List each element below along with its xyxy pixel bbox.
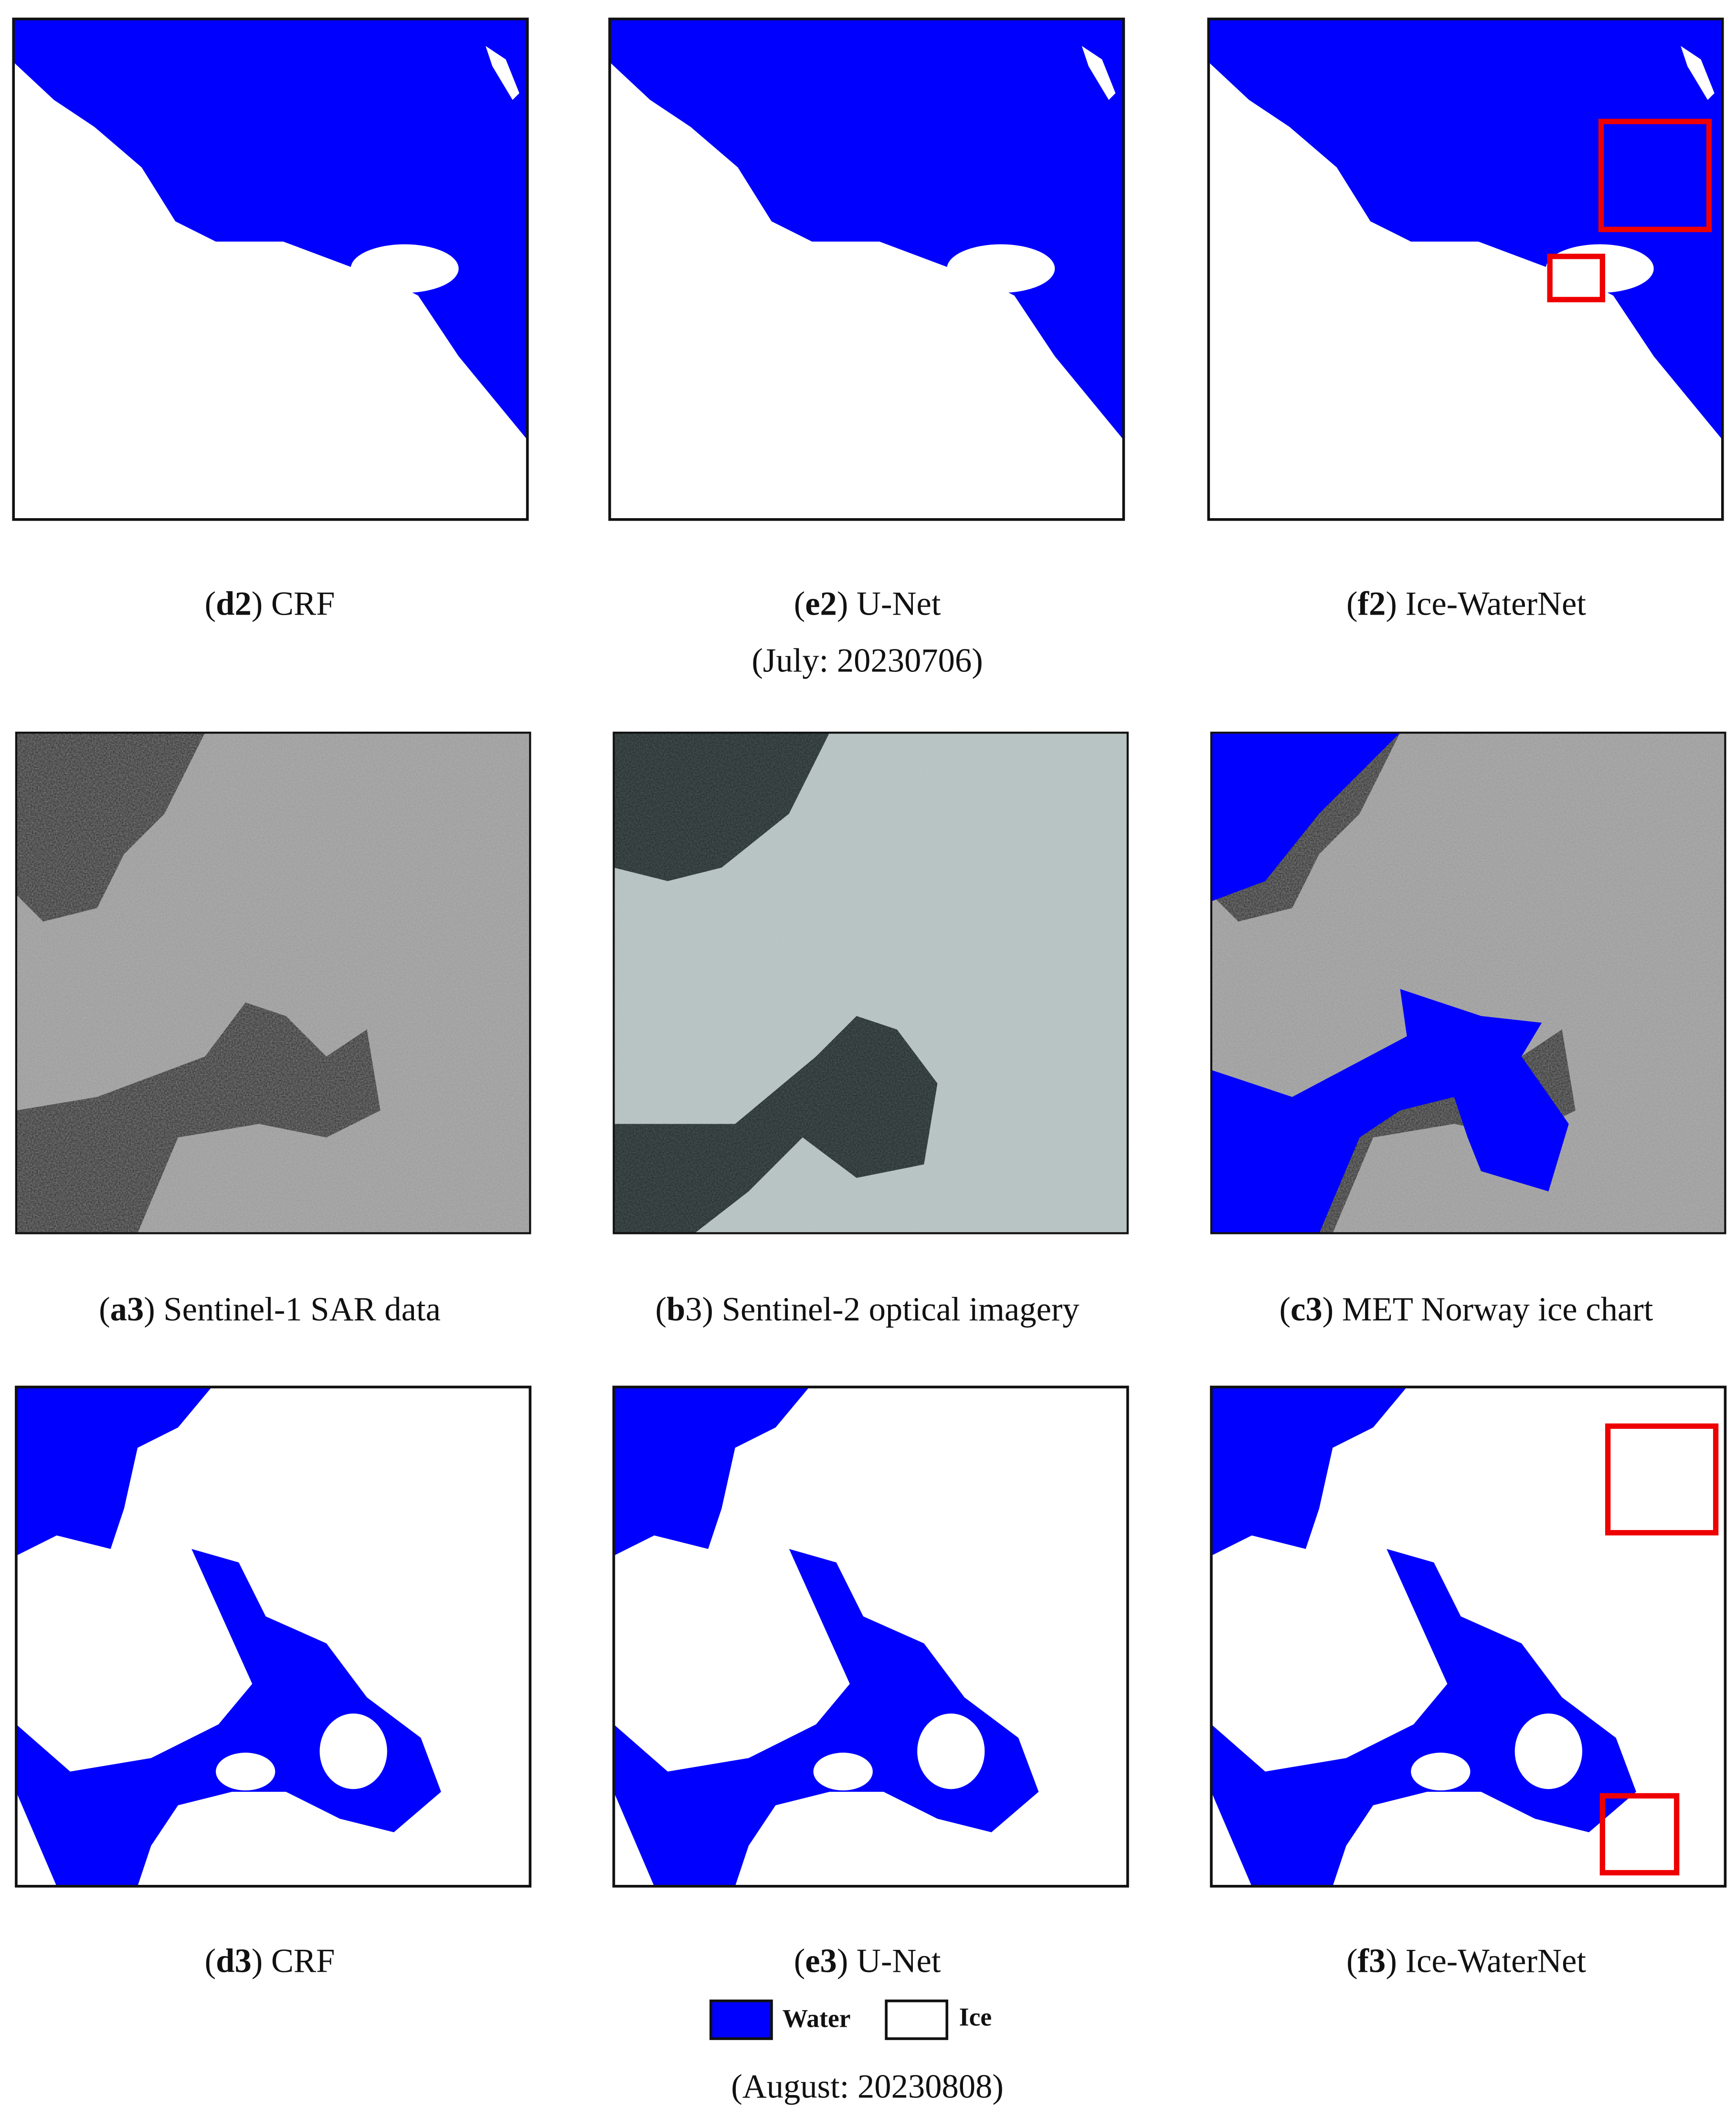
caption-part: ( <box>1279 1291 1291 1328</box>
sar-image <box>15 732 531 1234</box>
map-panel <box>608 17 1125 521</box>
group-caption: (August: 20230808) <box>731 2068 1004 2106</box>
panel-caption: (b3) Sentinel-2 optical imagery <box>655 1291 1080 1328</box>
caption-part: ) U-Net <box>837 1943 941 1980</box>
caption-part: ( <box>794 1943 805 1980</box>
caption-part: a3 <box>110 1291 144 1328</box>
map-panel <box>1210 1385 1727 1888</box>
caption-part: ) CRF <box>252 585 335 623</box>
caption-part: d2 <box>216 585 252 623</box>
caption-part: ( <box>205 585 216 623</box>
panel-caption: (d2) CRF <box>205 585 335 623</box>
caption-part: ) Ice-WaterNet <box>1386 1943 1586 1980</box>
caption-part: ( <box>655 1291 667 1328</box>
panel-caption: (c3) MET Norway ice chart <box>1279 1291 1653 1328</box>
legend-swatch-water <box>709 2000 773 2040</box>
panel-caption: (e2) U-Net <box>794 585 941 623</box>
caption-part: ) Ice-WaterNet <box>1386 585 1586 623</box>
caption-part: ) MET Norway ice chart <box>1323 1291 1653 1328</box>
caption-part: ( <box>1346 1943 1358 1980</box>
map-panel <box>15 1385 532 1888</box>
caption-part: ) CRF <box>252 1943 335 1980</box>
caption-part: c3 <box>1291 1291 1323 1328</box>
map-panel <box>12 17 529 521</box>
legend-label: Water <box>783 2004 851 2033</box>
caption-part: e3 <box>805 1943 837 1980</box>
panel-caption: (f3) Ice-WaterNet <box>1346 1943 1586 1980</box>
caption-part: f3 <box>1357 1943 1386 1980</box>
panel-caption: (f2) Ice-WaterNet <box>1346 585 1586 623</box>
caption-part: ( <box>205 1943 216 1980</box>
caption-part: e2 <box>805 585 837 623</box>
caption-part: ( <box>99 1291 110 1328</box>
caption-part: b <box>667 1291 685 1328</box>
caption-part: ( <box>794 585 805 623</box>
caption-part: ( <box>1346 585 1358 623</box>
panels <box>12 17 1727 1888</box>
ice-chart <box>1210 732 1726 1234</box>
legend-label: Ice <box>959 2003 992 2032</box>
panel-caption: (a3) Sentinel-1 SAR data <box>99 1291 441 1328</box>
panel-caption: (d3) CRF <box>205 1943 335 1980</box>
legend-swatch-ice <box>885 2000 949 2040</box>
caption-part: d3 <box>216 1943 252 1980</box>
caption-part: 3) Sentinel-2 optical imagery <box>685 1291 1080 1328</box>
map-panel <box>612 1385 1129 1888</box>
caption-part: ) U-Net <box>837 585 941 623</box>
map-panel <box>1207 17 1724 521</box>
caption-part: ) Sentinel-1 SAR data <box>144 1291 441 1328</box>
caption-part: f2 <box>1357 585 1386 623</box>
optical-image <box>613 732 1129 1234</box>
group-caption: (July: 20230706) <box>752 642 983 679</box>
panel-caption: (e3) U-Net <box>794 1943 941 1980</box>
